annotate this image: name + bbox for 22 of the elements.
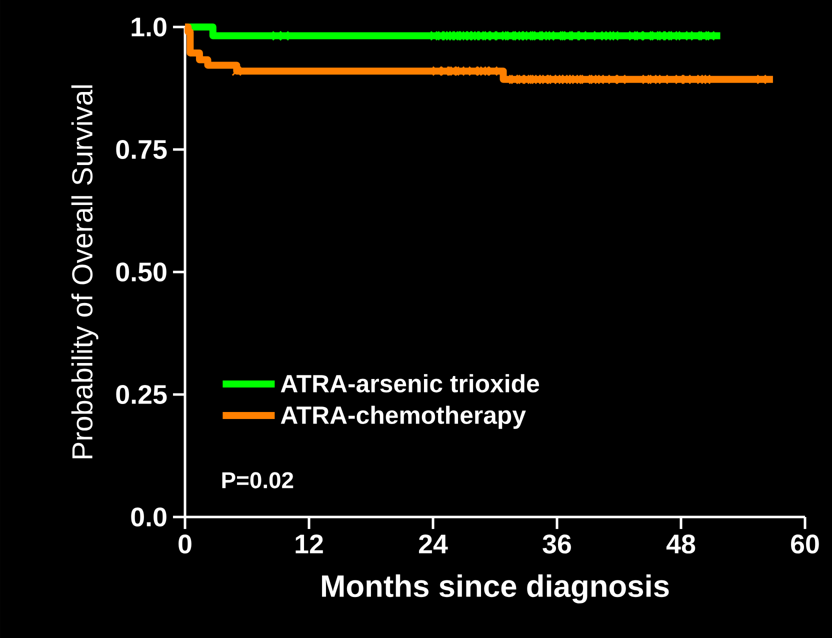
x-tick-label: 60 [791, 534, 819, 554]
point [608, 30, 619, 41]
point [700, 74, 711, 84]
y-tick-label: 0.0 [131, 507, 166, 527]
y-tick-label: 0.50 [116, 262, 166, 282]
x-tick-label: 12 [296, 534, 323, 554]
x-tick-label: 0 [178, 534, 192, 554]
point [232, 66, 242, 76]
legend-label: ATRA-chemotherapy [280, 406, 526, 429]
x-tick-label: 36 [542, 534, 571, 554]
x-tick-label: 48 [666, 534, 696, 554]
point [594, 74, 604, 84]
legend-label: ATRA-arsenic trioxide [280, 374, 540, 392]
y-tick-label: 0.75 [116, 140, 167, 160]
x-tick-label: 24 [418, 534, 448, 554]
annotation: P=0.02 [222, 472, 294, 488]
y-axis-title: Probability of Overall Survival [71, 85, 98, 458]
y-tick-label: 0.25 [116, 384, 167, 404]
point [756, 74, 767, 84]
y-tick-label: 1.0 [132, 17, 166, 37]
point [696, 74, 707, 84]
x-axis-title: Months since diagnosis [322, 574, 669, 604]
